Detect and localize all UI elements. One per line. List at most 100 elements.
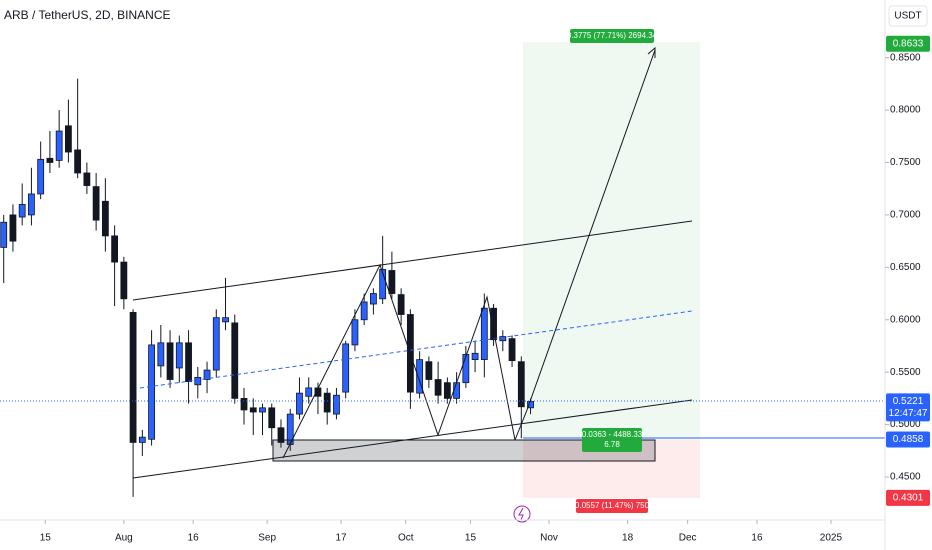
candle-body — [249, 407, 257, 413]
candle-body — [342, 343, 350, 393]
candle-body — [64, 125, 72, 153]
candle-body — [0, 221, 8, 248]
x-tick-label: 17 — [335, 533, 347, 544]
candle-body — [194, 377, 202, 386]
candle-body — [388, 270, 396, 294]
y-tick-label: 0.7000 — [890, 210, 921, 221]
x-tick-label: Nov — [540, 533, 558, 544]
currency: USDT — [894, 11, 921, 22]
x-tick-label: Oct — [398, 533, 414, 544]
y-tick-label: 0.6000 — [890, 314, 921, 325]
candle-body — [480, 307, 488, 360]
candle-body — [55, 130, 63, 161]
candle-body — [434, 379, 442, 396]
ratio-label: 6.78 — [604, 440, 620, 449]
candle-body — [453, 382, 460, 399]
x-tick-label: 15 — [465, 533, 477, 544]
y-tick-label: 0.4500 — [890, 472, 921, 483]
channel-mid — [139, 310, 693, 389]
candle-body — [9, 214, 17, 242]
candle-body — [203, 369, 211, 380]
price-marker — [886, 489, 930, 506]
countdown: 12:47:47 — [889, 408, 928, 419]
candle-body — [499, 336, 507, 342]
candle-body — [92, 186, 100, 221]
y-tick-label: 0.8500 — [890, 52, 921, 63]
y-tick-label: 0.7500 — [890, 157, 921, 168]
candle-body — [240, 397, 248, 411]
target-label: 0.3775 (77.71%) 2694.34 — [567, 31, 658, 40]
channel-lower — [132, 399, 693, 479]
candle-body — [18, 204, 26, 218]
candle-body — [129, 312, 137, 443]
candle-body — [185, 342, 192, 383]
candle-body — [268, 407, 276, 429]
price-marker — [886, 35, 930, 52]
y-tick-label: 0.5000 — [890, 419, 921, 430]
candle-body — [370, 293, 377, 305]
candle-body — [443, 382, 451, 399]
stop-label-box — [576, 499, 648, 513]
channel-upper — [132, 220, 693, 301]
candle-body — [416, 359, 424, 394]
candle-body — [277, 427, 285, 443]
candle-body — [397, 294, 405, 315]
price-marker-label: 0.4301 — [893, 493, 924, 504]
candle-body — [296, 392, 303, 415]
candle-body — [212, 317, 220, 371]
x-tick-label: 16 — [188, 533, 200, 544]
x-tick-label: 2025 — [820, 533, 843, 544]
arrow-head — [647, 46, 656, 58]
zigzag — [282, 263, 516, 459]
candle-body — [46, 157, 54, 163]
candle-body — [462, 353, 470, 384]
candle-body — [517, 361, 525, 408]
candle-body — [28, 193, 35, 216]
candle-body — [379, 269, 387, 300]
y-tick-label: 0.5500 — [890, 367, 921, 378]
candle-body — [305, 387, 313, 397]
x-tick-label: 18 — [622, 533, 634, 544]
event-bolt — [518, 507, 524, 521]
entry-label-box — [582, 428, 642, 452]
candle-body — [259, 407, 266, 413]
candle-body — [175, 342, 183, 369]
candle-body — [157, 342, 165, 367]
x-tick-label: Aug — [115, 533, 133, 544]
candle-body — [138, 436, 146, 443]
x-tick-label: 15 — [40, 533, 52, 544]
candle-body — [83, 172, 91, 186]
price-marker — [886, 431, 930, 448]
event-icon — [513, 505, 531, 523]
candle-body — [231, 322, 239, 399]
projection-arrow — [514, 49, 656, 441]
x-tick-label: 16 — [751, 533, 763, 544]
candle-body — [490, 307, 497, 341]
x-tick-label: Dec — [679, 533, 697, 544]
price-marker-label: 0.4858 — [893, 434, 924, 445]
price-marker — [886, 393, 930, 422]
candle-body — [360, 301, 368, 321]
support-box — [272, 439, 656, 462]
candle-body — [333, 394, 340, 415]
candle-body — [222, 317, 229, 323]
currency-box[interactable] — [888, 5, 928, 27]
price-marker-label: 0.5221 — [893, 396, 924, 407]
candle-body — [111, 235, 119, 263]
candle-body — [101, 200, 109, 237]
candle-body — [508, 338, 516, 362]
plot — [0, 78, 534, 497]
candle-body — [120, 261, 128, 300]
entry-label: 0.0363 - 4488.33 — [582, 430, 643, 439]
y-tick-label: 0.6500 — [890, 262, 921, 273]
chart-title: ARB / TetherUS, 2D, BINANCE — [4, 8, 171, 22]
price-marker-label: 0.8633 — [893, 38, 924, 49]
y-tick-label: 0.8000 — [890, 105, 921, 116]
candle-body — [351, 319, 359, 346]
drawings — [132, 46, 885, 523]
candle-body — [37, 158, 45, 195]
candle-body — [148, 344, 155, 440]
candle-body — [74, 149, 82, 174]
